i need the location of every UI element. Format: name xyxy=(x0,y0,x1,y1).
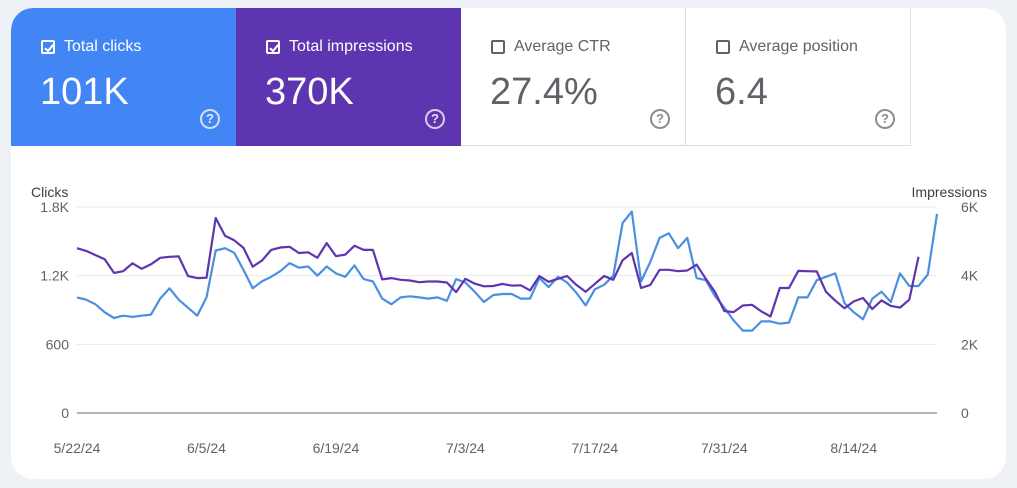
x-tick-label: 7/17/24 xyxy=(571,440,618,456)
checkbox-icon[interactable] xyxy=(716,40,730,54)
performance-chart: Clicks Impressions 0 0 600 2K 1.2K 4K 1.8K 6K 5/… xyxy=(31,184,987,456)
x-tick-label: 7/31/24 xyxy=(701,440,748,456)
help-circle-icon[interactable]: ? xyxy=(425,109,445,129)
checkbox-icon[interactable] xyxy=(266,40,280,54)
right-axis-title: Impressions xyxy=(912,184,987,200)
right-tick-label: 2K xyxy=(961,336,979,352)
right-tick-label: 0 xyxy=(961,405,969,421)
metric-value: 6.4 xyxy=(715,71,768,113)
right-tick-label: 6K xyxy=(961,199,979,215)
metric-value: 370K xyxy=(265,71,354,113)
x-tick-label: 7/3/24 xyxy=(446,440,485,456)
left-tick-label: 600 xyxy=(46,336,70,352)
metric-label: Total clicks xyxy=(64,38,142,55)
x-tick-label: 6/19/24 xyxy=(313,440,360,456)
help-circle-icon[interactable]: ? xyxy=(200,109,220,129)
right-tick-label: 4K xyxy=(961,268,979,284)
x-tick-label: 6/5/24 xyxy=(187,440,226,456)
performance-card: Total clicks 101K ? Total impressions 37… xyxy=(11,8,1006,479)
x-tick-label: 5/22/24 xyxy=(54,440,101,456)
metric-label: Average CTR xyxy=(514,38,611,55)
metric-tile-average-ctr[interactable]: Average CTR 27.4% ? xyxy=(461,8,686,146)
x-tick-label: 8/14/24 xyxy=(830,440,877,456)
metric-tiles: Total clicks 101K ? Total impressions 37… xyxy=(11,8,911,146)
checkbox-icon[interactable] xyxy=(491,40,505,54)
metric-value: 27.4% xyxy=(490,71,598,113)
left-tick-label: 0 xyxy=(61,405,69,421)
metric-tile-average-position[interactable]: Average position 6.4 ? xyxy=(686,8,911,146)
metric-tile-total-impressions[interactable]: Total impressions 370K ? xyxy=(236,8,461,146)
metric-label: Total impressions xyxy=(289,38,413,55)
impressions-series-line xyxy=(76,216,920,318)
clicks-series-line xyxy=(76,210,939,332)
metric-label: Average position xyxy=(739,38,858,55)
left-axis-title: Clicks xyxy=(31,184,68,200)
metric-tile-total-clicks[interactable]: Total clicks 101K ? xyxy=(11,8,236,146)
metric-value: 101K xyxy=(40,71,129,113)
help-circle-icon[interactable]: ? xyxy=(875,109,895,129)
left-tick-label: 1.8K xyxy=(40,199,69,215)
help-circle-icon[interactable]: ? xyxy=(650,109,670,129)
checkbox-icon[interactable] xyxy=(41,40,55,54)
left-tick-label: 1.2K xyxy=(40,268,69,284)
